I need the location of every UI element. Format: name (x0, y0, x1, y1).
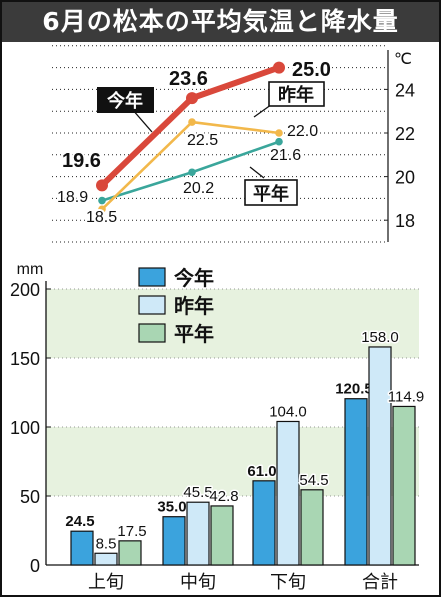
precip-category-label: 上旬 (88, 572, 124, 592)
temp-point-normal (188, 168, 196, 177)
precip-bar-last-year (368, 346, 392, 566)
precip-legend-swatch-this-year (138, 267, 166, 287)
precip-data-label: 24.5 (65, 513, 94, 530)
precip-bar-this-year (70, 530, 94, 566)
precip-category-label: 中旬 (180, 572, 216, 592)
temp-tick-label: 18 (395, 211, 415, 231)
precip-bar-this-year (344, 398, 368, 566)
precip-legend-swatch-last-year (138, 295, 166, 315)
precip-category-label: 下旬 (270, 572, 306, 592)
temp-point-last-year (275, 129, 283, 137)
temp-point-this-year (96, 179, 108, 192)
precip-data-label: 114.9 (388, 388, 424, 405)
precip-data-label: 104.0 (269, 403, 307, 420)
precip-bar-last-year (186, 501, 210, 566)
precip-tick-label: 100 (10, 418, 40, 438)
legend-callout-line (249, 166, 265, 179)
temp-data-label: 21.6 (270, 147, 301, 164)
precip-data-label: 17.5 (117, 523, 146, 540)
precip-bar-normal (210, 505, 234, 566)
temp-point-last-year (188, 118, 196, 126)
temp-legend-this-year: 今年 (107, 90, 143, 111)
precip-unit-label: mm (17, 261, 44, 278)
precip-legend-swatch-normal (138, 323, 166, 343)
temp-data-label: 25.0 (292, 59, 331, 81)
temp-point-this-year (186, 92, 198, 105)
temp-point-last-year (98, 205, 106, 214)
chart-title: 6月の松本の平均気温と降水量 (42, 7, 399, 36)
precip-bar-normal (300, 489, 324, 566)
precip-legend-last-year: 昨年 (174, 294, 214, 318)
precip-data-label: 158.0 (361, 329, 399, 346)
precip-legend-this-year: 今年 (174, 266, 214, 290)
temp-data-label: 22.0 (287, 123, 318, 140)
precip-data-label: 42.8 (209, 488, 238, 505)
temp-tick-label: 24 (395, 80, 415, 100)
precip-data-label: 45.5 (183, 484, 212, 501)
temp-data-label: 20.2 (183, 180, 214, 197)
temp-point-this-year (273, 61, 285, 74)
precip-bar-last-year (276, 420, 300, 566)
precip-bar-last-year (94, 552, 118, 566)
temp-data-label: 18.9 (57, 189, 88, 206)
precip-bar-this-year (252, 480, 276, 566)
precip-data-label: 8.5 (96, 535, 117, 552)
temp-unit-label: ℃ (394, 51, 412, 68)
temp-legend-box-last-year (268, 81, 325, 107)
temp-legend-box-this-year (97, 87, 154, 113)
precip-tick-label: 0 (30, 556, 40, 576)
precip-category-label: 合計 (362, 572, 398, 592)
temp-tick-label: 22 (395, 124, 415, 144)
precip-legend-normal: 平年 (174, 322, 214, 346)
precip-bar-normal (392, 405, 416, 566)
precip-data-label: 35.0 (157, 499, 186, 516)
temp-legend-last-year: 昨年 (278, 84, 314, 105)
temp-data-label: 22.5 (187, 132, 218, 149)
precip-tick-label: 200 (10, 280, 40, 300)
temp-data-label: 18.5 (86, 209, 117, 226)
precip-data-label: 61.0 (247, 463, 276, 480)
temp-data-label: 23.6 (169, 68, 208, 90)
temp-data-label: 19.6 (62, 150, 101, 172)
temp-tick-label: 20 (395, 168, 415, 188)
precip-data-label: 120.5 (335, 381, 373, 398)
temp-legend-normal: 平年 (253, 183, 289, 204)
precip-data-label: 54.5 (299, 472, 328, 489)
temp-legend-box-normal (244, 179, 298, 206)
precip-bar-normal (118, 540, 142, 566)
precip-bar-this-year (162, 516, 186, 566)
precip-tick-label: 50 (20, 487, 40, 507)
title-bar: 6月の松本の平均気温と降水量 (2, 2, 439, 42)
precip-band (46, 289, 419, 358)
precip-tick-label: 150 (10, 349, 40, 369)
temp-point-normal (275, 137, 283, 146)
temp-point-normal (98, 196, 106, 205)
